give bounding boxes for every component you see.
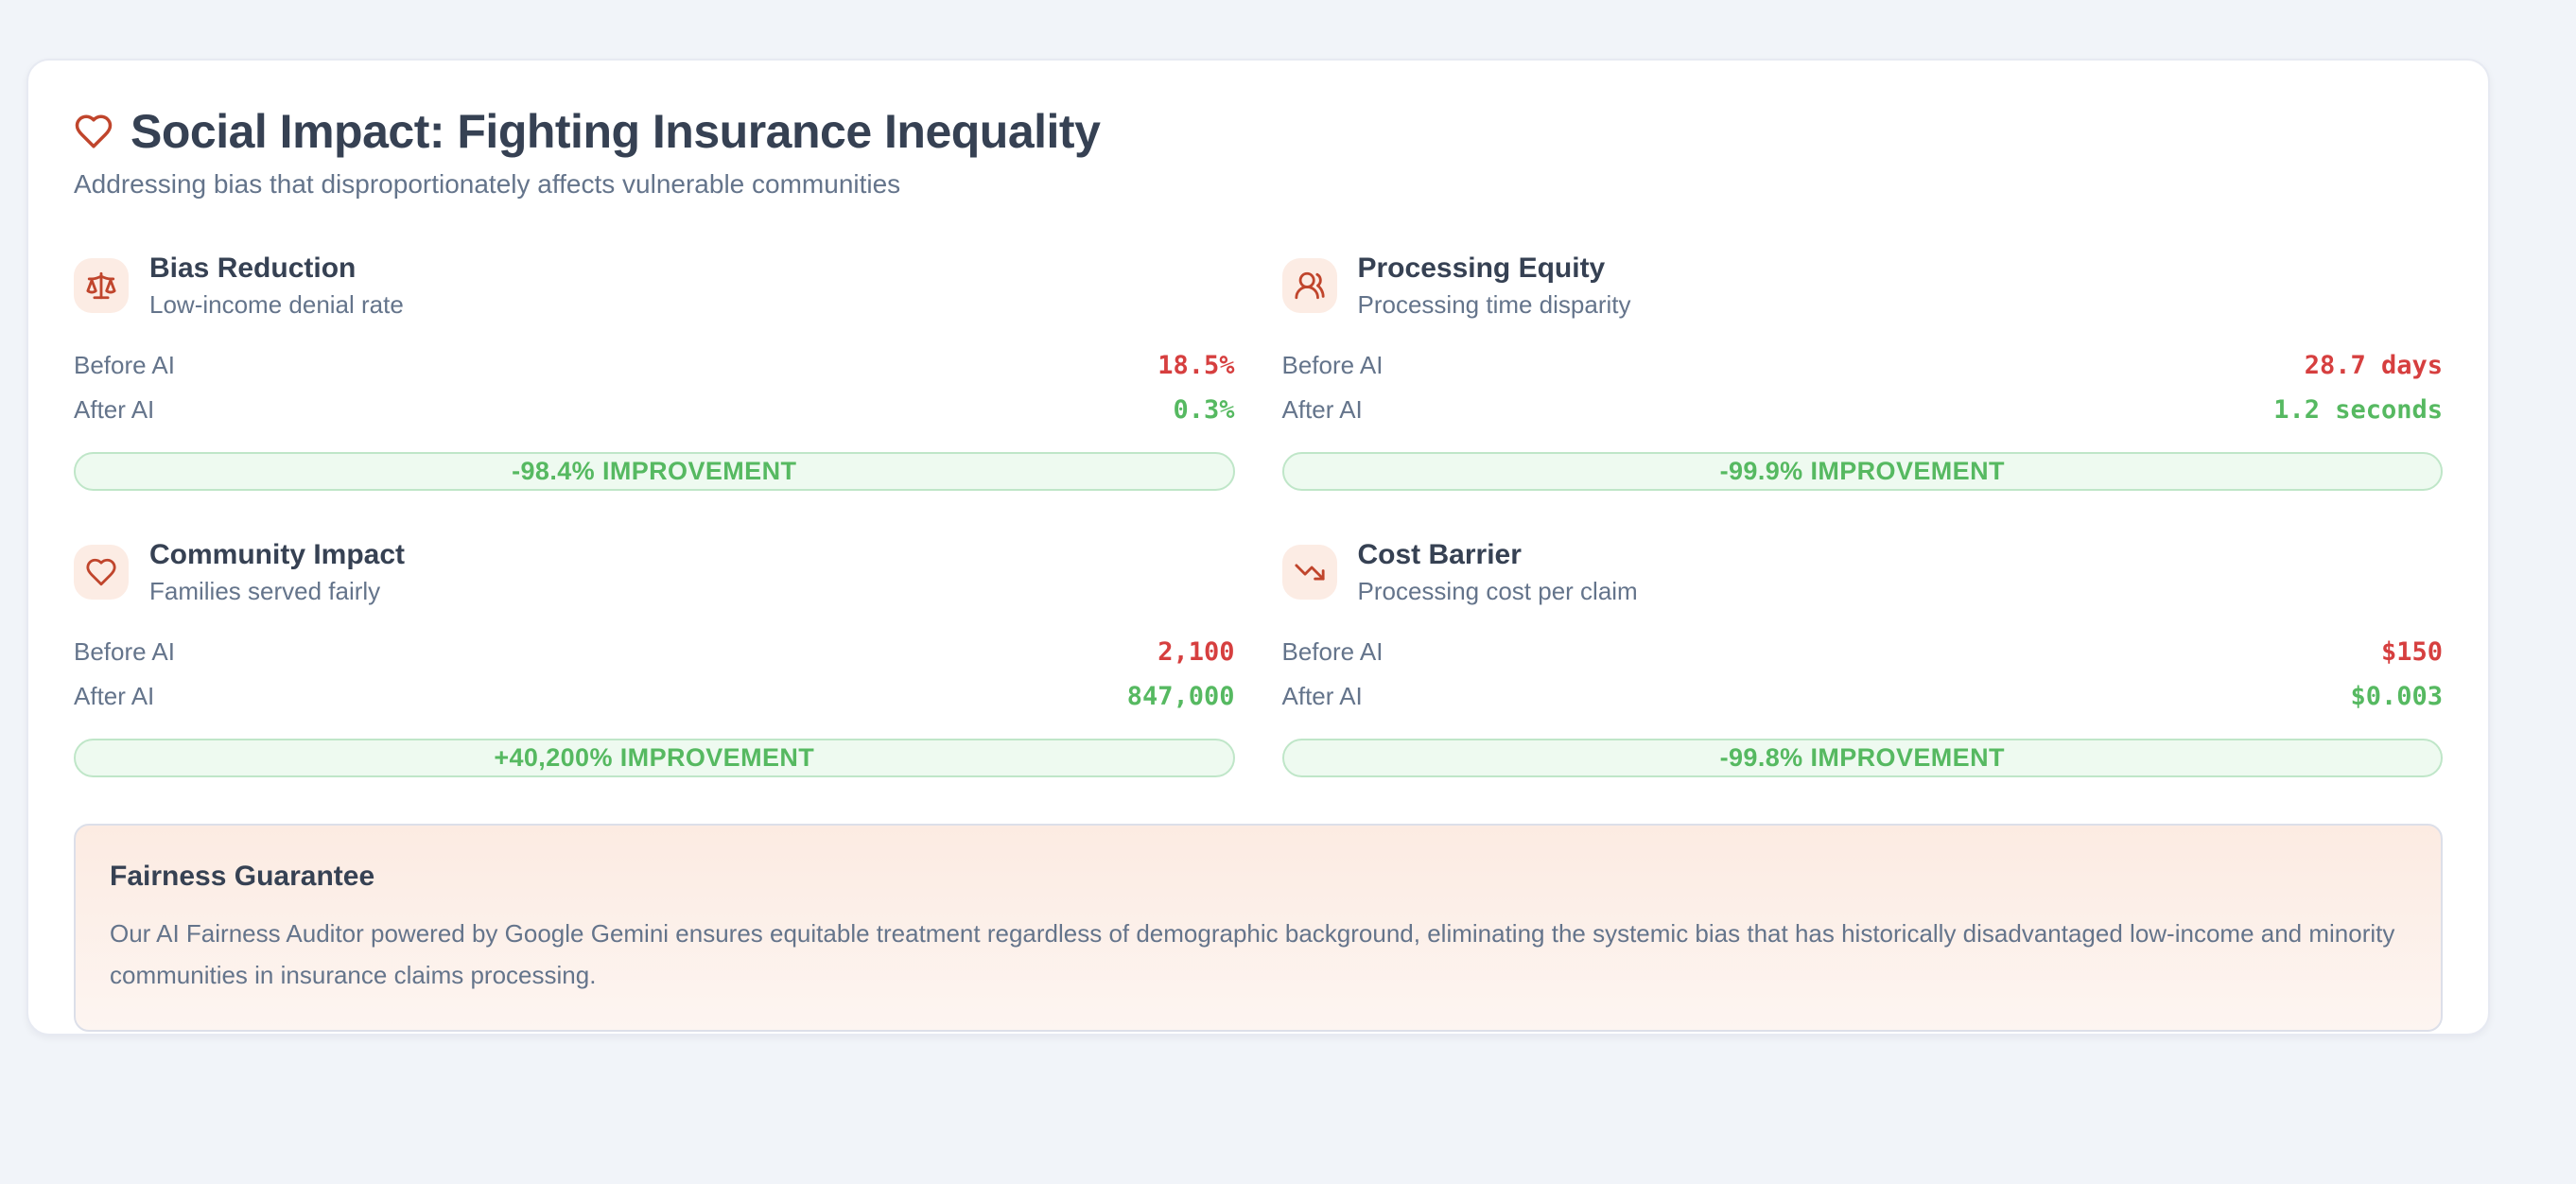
before-ai-value: $150	[2380, 637, 2443, 667]
metric-title: Community Impact	[149, 539, 406, 570]
improvement-badge: -98.4% IMPROVEMENT	[74, 452, 1235, 491]
improvement-badge: -99.8% IMPROVEMENT	[1281, 739, 2443, 777]
after-ai-label: After AI	[74, 395, 155, 424]
after-ai-row: After AI 847,000	[74, 674, 1235, 719]
metric-card: Processing Equity Processing time dispar…	[1281, 252, 2444, 491]
metrics-grid: Bias Reduction Low-income denial rate Be…	[74, 252, 2443, 777]
metric-card: Cost Barrier Processing cost per claim B…	[1281, 538, 2444, 777]
before-ai-label: Before AI	[1281, 351, 1384, 379]
after-ai-label: After AI	[1281, 682, 1363, 710]
metric-icon-box	[74, 257, 129, 313]
metric-title: Processing Equity	[1357, 252, 1606, 284]
improvement-badge: -99.9% IMPROVEMENT	[1281, 452, 2443, 491]
before-ai-row: Before AI 28.7 days	[1282, 343, 2444, 388]
page-title: Social Impact: Fighting Insurance Inequa…	[131, 105, 1101, 158]
before-ai-row: Before AI $150	[1282, 630, 2444, 674]
before-ai-row: Before AI 2,100	[74, 630, 1235, 674]
after-ai-value: 847,000	[1126, 682, 1235, 711]
page-subtitle: Addressing bias that disproportionately …	[74, 169, 901, 199]
before-ai-label: Before AI	[74, 637, 175, 666]
after-ai-label: After AI	[1281, 395, 1363, 424]
after-ai-value: $0.003	[2350, 682, 2443, 711]
before-ai-label: Before AI	[1281, 637, 1384, 666]
metric-title: Cost Barrier	[1357, 539, 1522, 570]
fairness-title: Fairness Guarantee	[110, 861, 375, 892]
before-ai-value: 18.5%	[1157, 351, 1235, 380]
metric-card: Community Impact Families served fairly …	[74, 538, 1235, 777]
metric-icon-box	[74, 544, 129, 600]
improvement-badge: +40,200% IMPROVEMENT	[74, 739, 1235, 777]
trending-down-icon	[1294, 556, 1326, 588]
heart-icon	[74, 112, 113, 151]
after-ai-row: After AI 1.2 seconds	[1282, 388, 2444, 432]
metric-subtitle: Processing cost per claim	[1357, 577, 1638, 605]
fairness-guarantee-panel: Fairness Guarantee Our AI Fairness Audit…	[74, 824, 2443, 1032]
metric-title: Bias Reduction	[149, 252, 357, 284]
improvement-badge-label: -99.9% IMPROVEMENT	[1719, 457, 2005, 485]
before-ai-row: Before AI 18.5%	[74, 343, 1235, 388]
heart-icon	[85, 556, 117, 588]
after-ai-value: 1.2 seconds	[2273, 395, 2443, 425]
improvement-badge-label: +40,200% IMPROVEMENT	[494, 743, 815, 772]
metric-icon-box	[1281, 257, 1337, 313]
users-icon	[1294, 270, 1326, 302]
before-ai-label: Before AI	[74, 351, 175, 379]
fairness-body: Our AI Fairness Auditor powered by Googl…	[110, 919, 2395, 989]
after-ai-row: After AI 0.3%	[74, 388, 1235, 432]
metric-subtitle: Low-income denial rate	[149, 290, 404, 319]
after-ai-label: After AI	[74, 682, 155, 710]
metric-card: Bias Reduction Low-income denial rate Be…	[74, 252, 1235, 491]
improvement-badge-label: -98.4% IMPROVEMENT	[512, 457, 797, 485]
after-ai-value: 0.3%	[1173, 395, 1235, 425]
metric-icon-box	[1281, 544, 1337, 600]
card-header: Social Impact: Fighting Insurance Inequa…	[74, 104, 2443, 200]
after-ai-row: After AI $0.003	[1282, 674, 2444, 719]
before-ai-value: 28.7 days	[2304, 351, 2443, 380]
social-impact-card: Social Impact: Fighting Insurance Inequa…	[26, 59, 2490, 1036]
scales-icon	[85, 270, 117, 302]
improvement-badge-label: -99.8% IMPROVEMENT	[1719, 743, 2005, 772]
metric-subtitle: Processing time disparity	[1357, 290, 1631, 319]
before-ai-value: 2,100	[1157, 637, 1235, 667]
metric-subtitle: Families served fairly	[149, 577, 381, 605]
